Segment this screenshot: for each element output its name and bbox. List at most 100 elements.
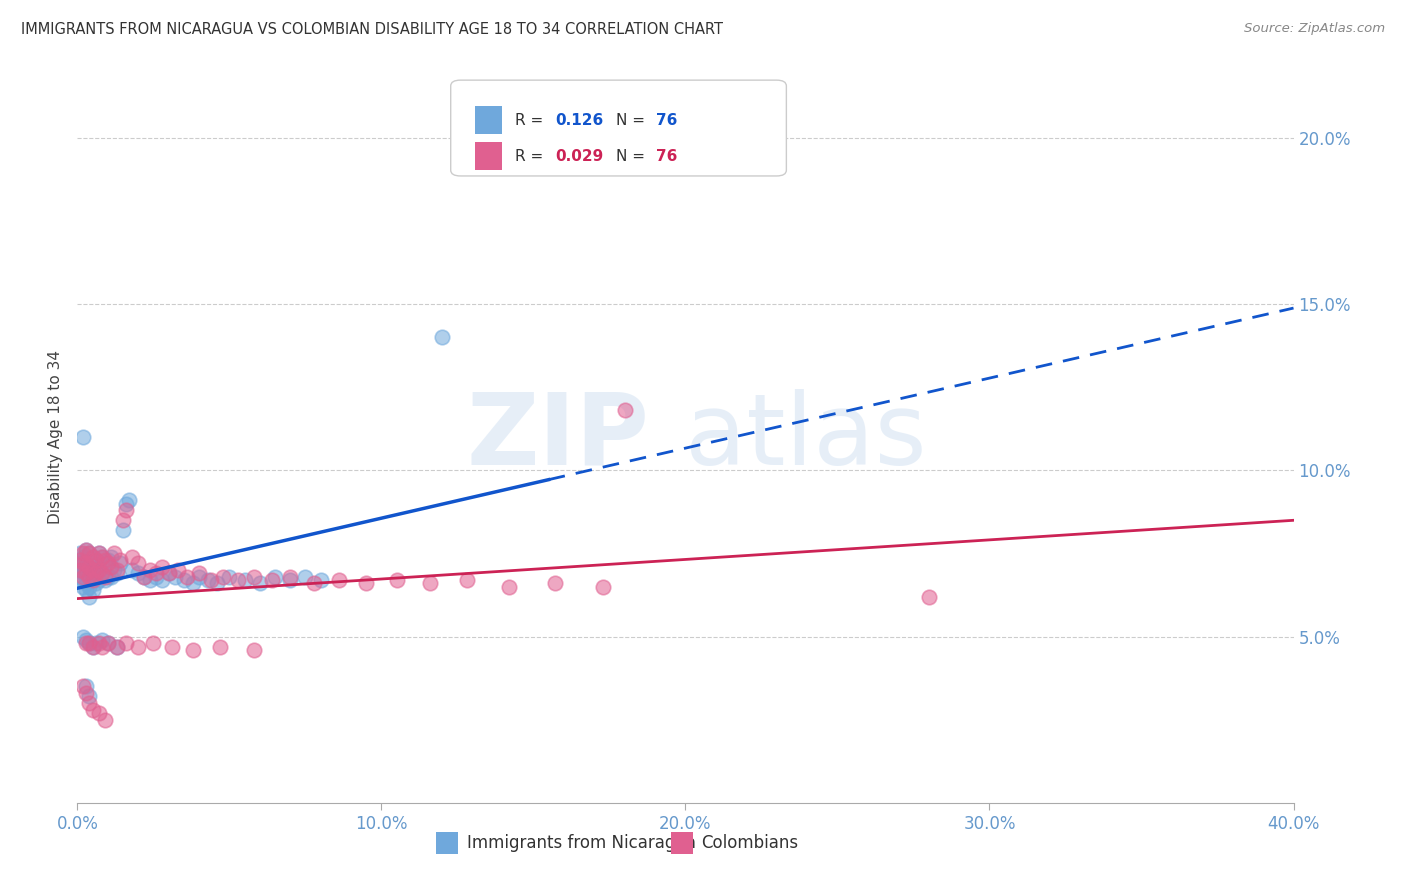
Text: 76: 76 <box>657 113 678 128</box>
Point <box>456 573 478 587</box>
Point <box>90 640 112 654</box>
Point <box>72 553 94 567</box>
Point <box>134 570 156 584</box>
FancyBboxPatch shape <box>475 106 502 134</box>
Point <box>90 549 112 564</box>
Point <box>127 557 149 571</box>
Point <box>304 576 326 591</box>
Point <box>72 566 94 581</box>
Point <box>152 573 174 587</box>
Point <box>82 563 104 577</box>
Point <box>82 640 104 654</box>
Point <box>93 713 115 727</box>
Point <box>145 570 167 584</box>
Point <box>93 573 115 587</box>
Point <box>163 570 186 584</box>
Point <box>118 493 141 508</box>
Point <box>166 563 188 577</box>
Text: Colombians: Colombians <box>702 834 799 852</box>
Point <box>278 573 301 587</box>
Point <box>75 557 97 571</box>
Point <box>72 549 94 564</box>
Text: ZIP: ZIP <box>465 389 650 485</box>
Point <box>176 570 198 584</box>
Point <box>79 546 101 560</box>
Point <box>157 566 180 581</box>
Point <box>309 573 332 587</box>
Point <box>87 546 110 560</box>
Point <box>228 573 250 587</box>
Point <box>97 636 120 650</box>
Point <box>197 573 219 587</box>
Point <box>75 576 97 591</box>
Point <box>157 566 180 581</box>
Point <box>72 573 94 587</box>
Point <box>115 503 138 517</box>
Text: Source: ZipAtlas.com: Source: ZipAtlas.com <box>1244 22 1385 36</box>
Point <box>260 573 283 587</box>
Point <box>160 640 183 654</box>
Point <box>69 557 91 571</box>
Point <box>69 553 91 567</box>
Point <box>93 570 115 584</box>
Point <box>111 513 134 527</box>
Point <box>127 640 149 654</box>
Point <box>75 543 97 558</box>
Point <box>69 563 91 577</box>
Point <box>127 566 149 581</box>
Point <box>75 557 97 571</box>
Point <box>75 636 97 650</box>
Point <box>115 497 138 511</box>
Point <box>69 570 91 584</box>
Point <box>75 582 97 597</box>
Point <box>264 570 287 584</box>
Point <box>72 557 94 571</box>
Text: R =: R = <box>515 113 548 128</box>
Point <box>419 576 441 591</box>
Point <box>84 553 107 567</box>
FancyBboxPatch shape <box>436 832 458 854</box>
Point <box>84 636 107 650</box>
FancyBboxPatch shape <box>475 143 502 170</box>
Point <box>79 570 101 584</box>
Point <box>72 546 94 560</box>
Point <box>278 570 301 584</box>
Text: 0.126: 0.126 <box>555 113 603 128</box>
Point <box>84 566 107 581</box>
Point <box>72 559 94 574</box>
Point <box>75 632 97 647</box>
Point <box>79 636 101 650</box>
Point <box>142 636 165 650</box>
Point <box>69 563 91 577</box>
Point <box>212 570 235 584</box>
Point <box>79 636 101 650</box>
Point <box>121 549 143 564</box>
Point <box>105 563 128 577</box>
Point <box>90 549 112 564</box>
Point <box>75 543 97 558</box>
Point <box>79 559 101 574</box>
Point <box>218 570 240 584</box>
Text: N =: N = <box>616 150 650 164</box>
Point <box>385 573 408 587</box>
Point <box>918 590 941 604</box>
Point <box>75 680 97 694</box>
Text: Immigrants from Nicaragua: Immigrants from Nicaragua <box>467 834 696 852</box>
Point <box>87 546 110 560</box>
Point <box>82 549 104 564</box>
Point <box>139 563 162 577</box>
Point <box>115 636 138 650</box>
Point <box>294 570 316 584</box>
Point <box>97 557 120 571</box>
Point <box>233 573 256 587</box>
Point <box>100 570 122 584</box>
Point <box>90 566 112 581</box>
Point <box>82 703 104 717</box>
Point <box>79 696 101 710</box>
Point <box>105 566 128 581</box>
Point <box>79 546 101 560</box>
Point <box>105 640 128 654</box>
Point <box>430 330 453 344</box>
Text: atlas: atlas <box>686 389 927 485</box>
Point <box>97 636 120 650</box>
